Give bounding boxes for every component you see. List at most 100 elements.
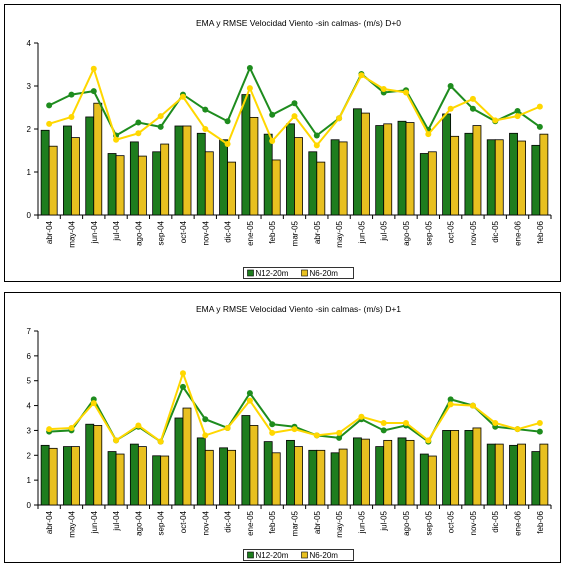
bar-N12-20m [196,437,206,506]
x-tick-label: may-04 [67,510,76,537]
series-point-1 [291,100,298,107]
x-tick-label: feb-05 [268,510,277,533]
x-tick-label: may-05 [335,510,344,537]
bar-N12-20m [486,139,496,216]
chart-d0: EMA y RMSE Velocidad Viento -sin calmas-… [27,18,552,279]
series-point-1 [224,118,231,125]
bar-N6-20m [227,449,237,506]
x-tick-label: abr-05 [313,220,322,244]
bar-N6-20m [249,425,259,506]
legend-label: N12-20m [256,551,289,560]
series-point-2 [358,72,365,79]
bar-N12-20m [442,113,452,216]
bar-N12-20m [152,151,162,216]
x-tick-label: jun-05 [357,510,366,534]
y-tick-label: 2 [27,451,32,460]
bar-N12-20m [330,452,340,506]
series-point-2 [135,130,142,137]
bar-N6-20m [316,161,326,216]
series-point-2 [469,95,476,102]
series-point-2 [179,370,186,377]
series-point-1 [380,427,387,434]
x-tick-label: sep-04 [157,220,166,245]
bar-N12-20m [397,437,407,506]
x-tick-label: ago-04 [134,220,143,245]
bar-N12-20m [286,123,295,216]
bar-N12-20m [375,125,385,216]
series-point-2 [68,424,75,431]
series-point-1 [336,434,343,441]
legend-swatch [247,269,254,277]
bar-N12-20m [263,441,273,506]
bar-N6-20m [539,133,549,216]
series-point-2 [447,105,454,112]
bar-N12-20m [531,144,541,216]
bar-N6-20m [494,139,504,216]
series-point-1 [447,83,454,89]
bar-N6-20m [472,427,482,506]
bar-N12-20m [442,430,452,506]
x-tick-label: jul-05 [380,220,389,241]
series-point-1 [46,102,53,109]
series-point-1 [202,416,209,423]
chart-title: EMA y RMSE Velocidad Viento -sin calmas-… [196,18,401,28]
bar-N6-20m [115,155,125,216]
series-point-2 [336,429,343,436]
bar-N12-20m [509,444,518,506]
bar-N12-20m [219,139,228,216]
legend: N12-20m N6-20m [243,549,354,561]
bar-N6-20m [249,116,259,216]
series-point-2 [157,113,164,120]
x-tick-label: nov-05 [469,220,478,245]
bar-N12-20m [219,447,228,506]
legend-label: N12-20m [256,269,289,278]
series-point-2 [113,437,120,444]
bar-N12-20m [174,417,184,506]
bar-N6-20m [316,449,326,506]
bar-N12-20m [352,108,362,216]
x-tick-label: dic-05 [491,220,500,242]
bar-N6-20m [182,125,192,216]
x-tick-label: oct-04 [179,510,188,533]
bar-N6-20m [160,455,170,506]
series-point-2 [514,426,521,433]
x-tick-label: feb-06 [536,510,545,533]
bar-N12-20m [107,451,117,506]
chart-d1: EMA y RMSE Velocidad Viento -sin calmas-… [27,304,552,561]
bar-N12-20m [63,446,72,506]
series-point-2 [90,65,97,72]
bar-N6-20m [271,452,281,506]
y-tick-label: 1 [27,476,32,485]
x-tick-label: dic-04 [224,220,233,242]
x-tick-label: dic-05 [491,510,500,532]
x-tick-label: jun-04 [90,510,99,534]
y-tick-label: 0 [27,211,32,220]
x-tick-label: feb-05 [268,220,277,243]
bar-N12-20m [152,455,162,506]
x-tick-label: may-05 [335,220,344,247]
y-tick-label: 7 [27,327,32,336]
bar-N6-20m [294,446,303,506]
legend-label: N6-20m [310,551,339,560]
bar-N12-20m [85,423,95,506]
x-tick-label: ene-05 [246,220,255,245]
bar-N12-20m [419,453,429,506]
bar-N6-20m [472,125,482,216]
bar-N6-20m [48,145,58,216]
series-point-2 [469,402,476,409]
series-point-1 [135,119,142,126]
series-point-2 [68,113,75,120]
x-tick-label: ago-05 [402,220,411,245]
bar-N6-20m [361,438,370,506]
series-point-2 [291,426,298,433]
chart-panel-d1: EMA y RMSE Velocidad Viento -sin calmas-… [4,292,561,563]
x-tick-label: abr-04 [45,510,54,534]
series-point-2 [492,419,499,426]
legend: N12-20m N6-20m [243,267,354,279]
bar-N12-20m [308,449,318,506]
bar-N12-20m [531,451,541,506]
bar-N6-20m [427,455,437,506]
series-point-1 [246,64,253,71]
bar-N6-20m [517,443,526,506]
series-point-1 [469,105,476,112]
